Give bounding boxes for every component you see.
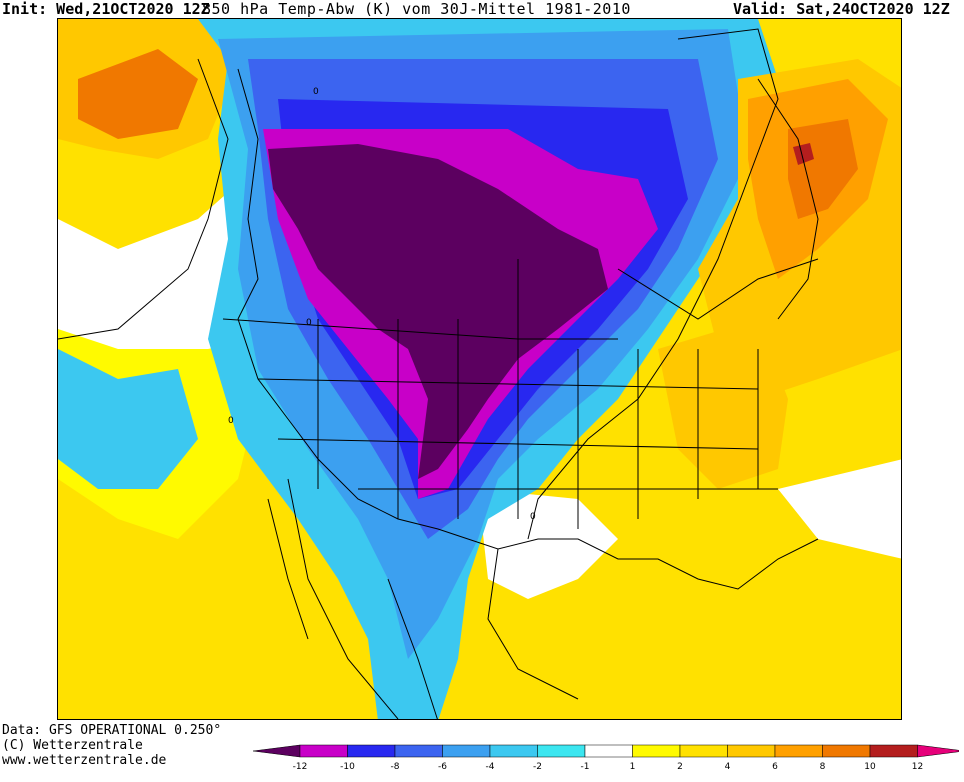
colorbar-segment — [822, 744, 871, 758]
init-time-label: Init: Wed,21OCT2020 12Z — [2, 0, 210, 18]
political-boundaries — [222, 68, 819, 719]
contour-east — [527, 28, 779, 540]
colorbar-segment — [774, 744, 823, 758]
colorbar-segment — [632, 744, 681, 758]
field-northeast-hottest — [793, 143, 814, 165]
mexico-east-coast — [487, 548, 579, 700]
mexico-west-coast — [287, 478, 399, 719]
data-source-label: Data: GFS OPERATIONAL 0.250° — [2, 723, 222, 738]
colorbar-segment — [869, 744, 918, 758]
colorbar-tick-label: -10 — [340, 762, 355, 772]
east-canada-coast — [757, 78, 819, 320]
colorbar-tick-label: 1 — [630, 762, 636, 772]
field-northeast-hotter — [788, 119, 858, 219]
colorbar-segment — [489, 744, 538, 758]
map-canvas: 0 0 0 0 — [58, 19, 901, 719]
colorbar-segment — [584, 744, 633, 758]
field-southeast-warm — [658, 319, 788, 489]
colorbar-tick-label: -2 — [533, 762, 542, 772]
map-title: 850 hPa Temp-Abw (K) vom 30J-Mittel 1981… — [202, 0, 631, 18]
baja-california — [267, 498, 309, 640]
colorbar-segment — [442, 744, 491, 758]
colorbar-tick-label: 2 — [677, 762, 683, 772]
colorbar-segment — [347, 744, 396, 758]
colorbar-segment — [394, 744, 443, 758]
contour-label: 0 — [228, 416, 234, 426]
field-cold-extreme — [268, 144, 608, 479]
contour-label: 0 — [306, 318, 312, 328]
colorbar-tick-label: 4 — [725, 762, 731, 772]
contour-label: 0 — [313, 87, 319, 97]
colorbar-tick-label: -12 — [293, 762, 308, 772]
colorbar-segment — [727, 744, 776, 758]
colorbar-canvas: -12 -10 -8 -6 -4 -2 -1 1 2 4 6 8 10 12 — [253, 744, 959, 772]
colorbar-tick-label: 10 — [864, 762, 876, 772]
great-lakes-border — [617, 258, 819, 320]
zero-contours — [58, 28, 779, 719]
field-near-zero-pacific — [58, 179, 258, 349]
colorbar-tick-label: 6 — [772, 762, 778, 772]
contour-mexico — [387, 578, 438, 719]
website-label: www.wetterzentrale.de — [2, 753, 167, 768]
colorbar-tick-label: 8 — [820, 762, 826, 772]
colorbar-tick-label: -4 — [486, 762, 495, 772]
colorbar-tick-label: -1 — [581, 762, 590, 772]
colorbar-segment — [537, 744, 586, 758]
colorbar-tick-label: -8 — [391, 762, 400, 772]
colorbar-arrow-high — [917, 744, 959, 758]
colorbar-arrow-low — [253, 744, 301, 758]
contour-pacific — [58, 58, 229, 340]
colorbar-tick-label: 12 — [912, 762, 923, 772]
field-near-zero-atlantic — [778, 459, 901, 559]
field-near-zero-gulf — [478, 489, 618, 599]
field-nw-pacific-hot — [78, 49, 198, 139]
colorbar-segment — [299, 744, 348, 758]
west-canada-coast — [237, 68, 259, 320]
field-pacific-cold — [58, 349, 198, 489]
contour-label: 0 — [530, 512, 536, 522]
copyright-label: (C) Wetterzentrale — [2, 738, 143, 753]
colorbar-tick-label: -6 — [438, 762, 447, 772]
temperature-anomaly-map: 0 0 0 0 — [57, 18, 902, 720]
valid-time-label: Valid: Sat,24OCT2020 12Z — [733, 0, 950, 18]
colorbar-segment — [679, 744, 728, 758]
colorbar: -12 -10 -8 -6 -4 -2 -1 1 2 4 6 8 10 12 — [253, 742, 959, 782]
